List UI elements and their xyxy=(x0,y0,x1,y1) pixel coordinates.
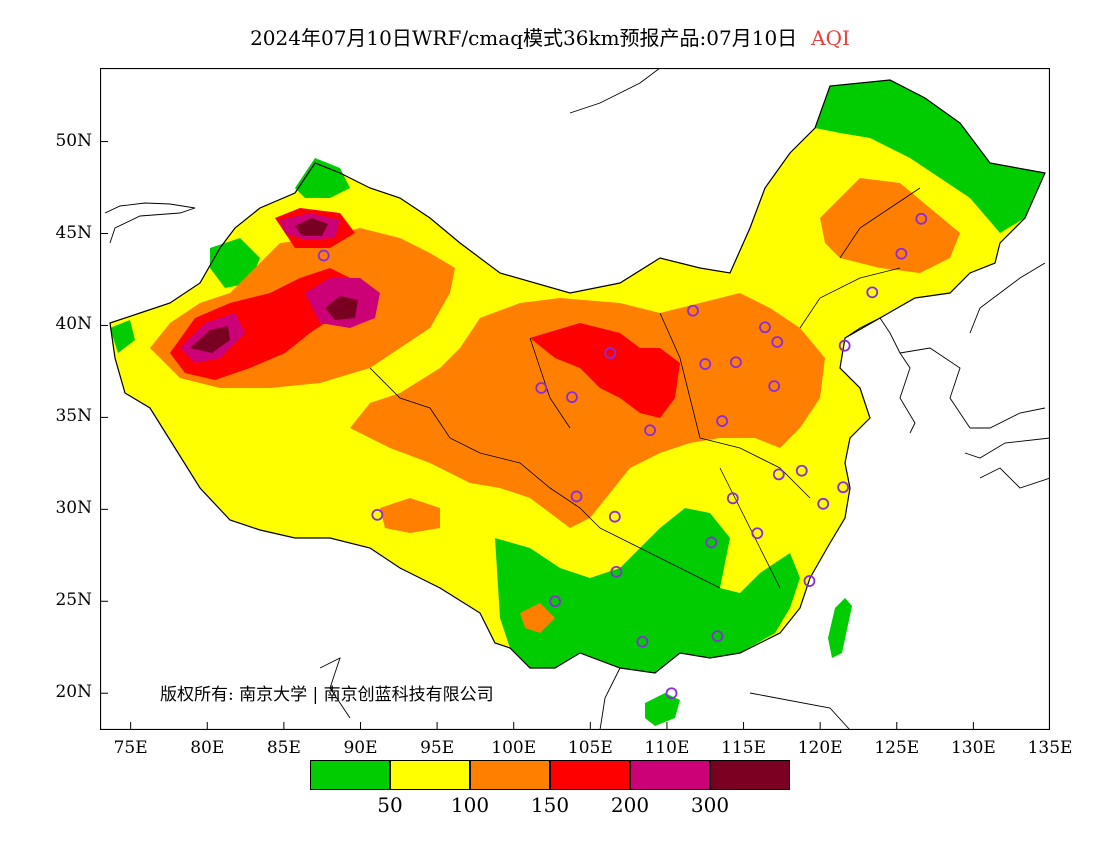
station-marker xyxy=(644,424,656,437)
station-marker xyxy=(895,247,908,260)
lon-label: 100E xyxy=(491,738,537,758)
station-marker xyxy=(866,286,879,299)
station-marker xyxy=(726,492,739,505)
station-marker xyxy=(795,464,808,477)
aqi-zone-darkred-junggar xyxy=(295,218,328,236)
lat-label: 50N xyxy=(55,130,92,151)
lon-label: 105E xyxy=(567,738,613,758)
map-border xyxy=(99,67,1051,731)
coastlines xyxy=(104,68,1050,730)
station-marker xyxy=(716,415,728,427)
lon-label: 90E xyxy=(343,738,378,758)
station-marker xyxy=(535,382,548,394)
station-marker xyxy=(729,356,742,369)
lat-label: 35N xyxy=(55,406,92,427)
colorbar-segment xyxy=(630,760,710,790)
aqi-zone-green-xinjiang-north xyxy=(295,158,350,198)
aqi-zone-green-south xyxy=(495,508,800,673)
station-marker xyxy=(566,391,578,404)
station-marker xyxy=(768,380,781,393)
colorbar-segment xyxy=(550,760,630,790)
lon-label: 115E xyxy=(721,738,766,758)
station-marker xyxy=(803,575,816,587)
lat-label: 40N xyxy=(55,314,92,335)
aqi-zone-red-central xyxy=(530,323,680,418)
lon-label: 110E xyxy=(644,738,690,758)
station-marker xyxy=(705,536,718,549)
lon-ticks xyxy=(130,722,1050,730)
aqi-zone-orange-tibet-east xyxy=(380,498,440,533)
map-frame xyxy=(99,67,1051,731)
colorbar-labels: 50 100 150 200 300 xyxy=(0,793,1100,819)
station-marker xyxy=(549,595,561,608)
station-marker xyxy=(570,490,583,503)
lon-label: 135E xyxy=(1027,738,1073,758)
station-marker xyxy=(771,336,784,348)
colorbar-label: 300 xyxy=(690,793,730,817)
lon-label: 85E xyxy=(266,738,301,758)
lon-label: 130E xyxy=(950,738,996,758)
aqi-zone-darkred-tarim xyxy=(190,326,230,353)
lon-label: 120E xyxy=(797,738,843,758)
station-marker xyxy=(699,358,712,370)
station-marker xyxy=(604,347,617,359)
station-marker xyxy=(317,249,330,262)
colorbar-label: 150 xyxy=(530,793,570,817)
lon-label: 75E xyxy=(113,738,148,758)
station-marker xyxy=(665,687,678,700)
colorbar-segment xyxy=(470,760,550,790)
lon-label: 80E xyxy=(190,738,225,758)
station-marker xyxy=(751,527,764,540)
map-title: 2024年07月10日WRF/cmaq模式36km预报产品:07月10日 AQI xyxy=(0,22,1100,51)
station-marker xyxy=(371,508,384,521)
station-marker xyxy=(817,497,830,510)
station-marker xyxy=(837,481,850,494)
aqi-zone-orange-northeast xyxy=(820,178,960,273)
station-marker xyxy=(759,321,771,334)
aqi-zone-green-hainan xyxy=(645,693,680,726)
aqi-colorbar xyxy=(310,760,790,792)
station-marker xyxy=(711,630,724,643)
title-text: 2024年07月10日WRF/cmaq模式36km预报产品:07月10日 xyxy=(250,26,798,50)
lat-ticks xyxy=(100,141,108,694)
aqi-zone-green-taiwan xyxy=(828,598,852,658)
title-variable: AQI xyxy=(811,26,850,50)
station-markers xyxy=(317,212,928,700)
station-marker xyxy=(608,510,621,523)
lon-label: 125E xyxy=(874,738,920,758)
colorbar-label: 200 xyxy=(610,793,650,817)
colorbar-segment xyxy=(390,760,470,790)
station-marker xyxy=(687,304,699,317)
colorbar-segment xyxy=(710,760,790,790)
aqi-zone-green-northeast xyxy=(815,80,1045,233)
lat-label: 25N xyxy=(55,590,92,611)
lat-label: 20N xyxy=(55,682,92,703)
copyright-text: 版权所有: 南京大学 | 南京创蓝科技有限公司 xyxy=(160,685,494,705)
station-marker xyxy=(838,339,851,352)
lat-label: 45N xyxy=(55,222,92,243)
aqi-zone-orange-yunnan xyxy=(520,603,555,633)
colorbar-segment xyxy=(310,760,390,790)
lon-label: 95E xyxy=(420,738,455,758)
colorbar-label: 50 xyxy=(377,793,403,817)
station-marker xyxy=(636,635,649,648)
colorbar-label: 100 xyxy=(450,793,490,817)
station-marker xyxy=(610,565,623,578)
aqi-zone-orange-central xyxy=(350,293,825,528)
aqi-zone-green-west xyxy=(110,320,135,353)
province-boundaries xyxy=(369,187,921,589)
station-marker xyxy=(915,212,928,225)
aqi-map xyxy=(99,67,1051,731)
station-marker xyxy=(772,468,785,481)
lat-label: 30N xyxy=(55,498,92,519)
aqi-zone-darkred-north xyxy=(325,296,358,320)
